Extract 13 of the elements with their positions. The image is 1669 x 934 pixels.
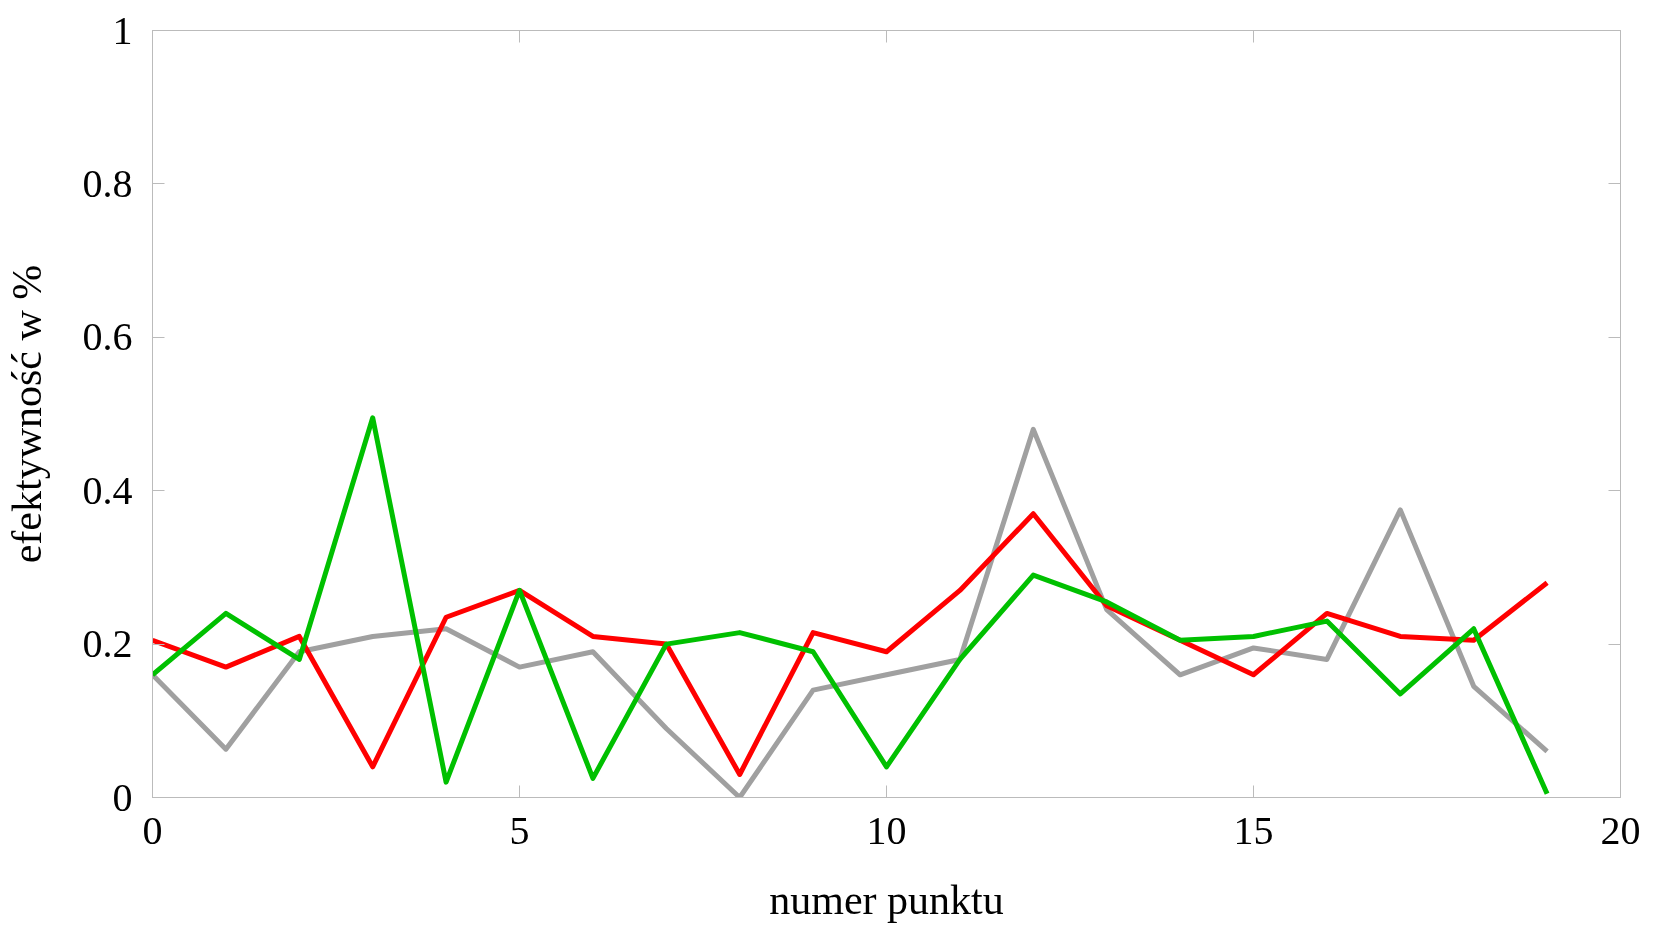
x-tick-label: 0	[142, 807, 163, 853]
y-tick-label: 0.4	[82, 467, 133, 513]
x-axis-title: numer punktu	[769, 876, 1004, 923]
x-tick-label: 15	[1233, 807, 1274, 853]
x-tick-label: 20	[1600, 807, 1641, 853]
x-tick-label: 5	[509, 807, 530, 853]
y-axis-title: efektywność w %	[3, 264, 50, 564]
y-tick-label: 0.6	[82, 314, 133, 360]
y-tick-label: 0.2	[82, 621, 133, 667]
y-tick-label: 1	[112, 7, 133, 53]
y-tick-label: 0.8	[82, 160, 133, 206]
x-tick-label: 10	[866, 807, 907, 853]
y-tick-label: 0	[112, 774, 133, 820]
